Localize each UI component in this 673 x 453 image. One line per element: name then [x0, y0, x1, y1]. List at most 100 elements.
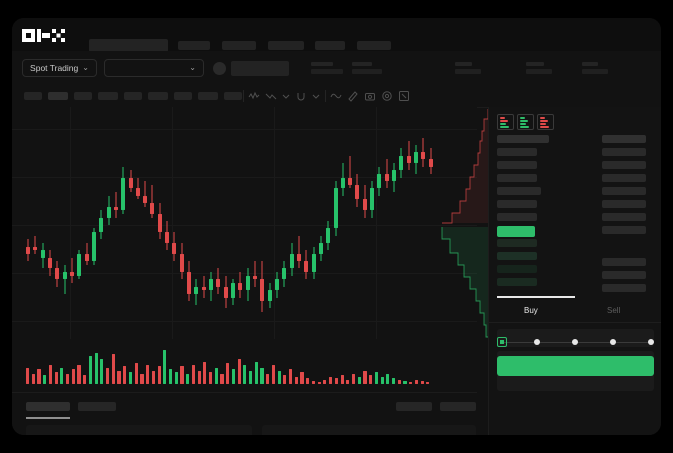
candle: [384, 107, 389, 339]
orderbook-mode-bids-icon[interactable]: [517, 114, 534, 130]
candle: [223, 107, 228, 339]
orderbook-row[interactable]: [602, 213, 646, 221]
orderbook-row[interactable]: [602, 187, 646, 195]
slider-step-5[interactable]: [648, 339, 654, 345]
bottom-panel-right[interactable]: [262, 425, 476, 435]
nav-item-5[interactable]: [357, 41, 391, 50]
search-input[interactable]: [89, 39, 168, 52]
volume-bar: [420, 381, 424, 384]
orderbook-row[interactable]: [497, 239, 537, 247]
toolbar-button-8[interactable]: [198, 92, 218, 100]
depth-area-svg: [441, 109, 488, 338]
volume-bar: [134, 363, 138, 384]
orderbook-mode-asks-icon[interactable]: [537, 114, 554, 130]
orderbook-row[interactable]: [602, 271, 646, 279]
candle: [55, 107, 60, 339]
candle: [289, 107, 294, 339]
volume-bar: [340, 375, 344, 384]
orderbook-row[interactable]: [497, 148, 537, 156]
market-stat-1: [311, 62, 343, 74]
toolbar-button-3[interactable]: [74, 92, 92, 100]
toolbar-button-5[interactable]: [124, 92, 142, 100]
chevron-down-icon[interactable]: [310, 90, 322, 102]
volume-bar: [403, 381, 407, 384]
eraser-icon[interactable]: [347, 90, 359, 102]
orderbook-row[interactable]: [497, 265, 537, 273]
slider-handle[interactable]: [497, 337, 507, 347]
volume-bar: [60, 367, 64, 384]
nav-item-3[interactable]: [268, 41, 304, 50]
nav-item-4[interactable]: [315, 41, 345, 50]
candle: [238, 107, 243, 339]
orderbook-row[interactable]: [497, 278, 537, 286]
orderbook-row[interactable]: [497, 161, 537, 169]
toolbar-button-7[interactable]: [174, 92, 192, 100]
stat-label: [311, 62, 333, 66]
slider-step-2[interactable]: [534, 339, 540, 345]
volume-bar: [151, 370, 155, 384]
volume-bar: [77, 364, 81, 384]
orderbook-row[interactable]: [602, 161, 646, 169]
orderbook-row[interactable]: [602, 284, 646, 292]
candle: [406, 107, 411, 339]
toolbar-divider: [325, 90, 326, 102]
bottom-tab-1[interactable]: [26, 402, 70, 411]
candle: [179, 107, 184, 339]
submit-order-button[interactable]: [497, 356, 654, 376]
chevron-down-icon[interactable]: [280, 90, 292, 102]
nav-item-1[interactable]: [178, 41, 210, 50]
zigzag-line-icon[interactable]: [248, 90, 260, 102]
candle: [150, 107, 155, 339]
candle: [304, 107, 309, 339]
orderbook-row[interactable]: [602, 174, 646, 182]
toolbar-button-4[interactable]: [98, 92, 118, 100]
trend-line-icon[interactable]: [265, 90, 277, 102]
toolbar-button-6[interactable]: [148, 92, 168, 100]
bottom-tab-4[interactable]: [440, 402, 476, 411]
tab-sell[interactable]: Sell: [607, 306, 621, 315]
volume-bar: [231, 369, 235, 384]
candle: [252, 107, 257, 339]
market-type-selector[interactable]: Spot Trading ⌄: [22, 59, 97, 77]
volume-bar: [254, 361, 258, 384]
candlestick-chart[interactable]: [12, 107, 477, 339]
orderbook-row[interactable]: [602, 200, 646, 208]
orderbook-row[interactable]: [497, 174, 537, 182]
orderbook-row[interactable]: [602, 258, 646, 266]
camera-icon[interactable]: [364, 90, 376, 102]
bottom-tab-2[interactable]: [78, 402, 116, 411]
candle: [421, 107, 426, 339]
orderbook-row[interactable]: [602, 226, 646, 234]
tab-buy[interactable]: Buy: [524, 306, 538, 315]
toolbar-button-9[interactable]: [224, 92, 242, 100]
orderbook-row[interactable]: [497, 213, 537, 221]
magnet-icon[interactable]: [295, 90, 307, 102]
orderbook-row[interactable]: [497, 187, 541, 195]
okx-logo-icon[interactable]: [22, 29, 65, 42]
wave-icon[interactable]: [330, 90, 342, 102]
orderbook-row[interactable]: [602, 148, 646, 156]
market-stat-2: [352, 62, 382, 74]
settings-icon[interactable]: [381, 90, 393, 102]
fullscreen-icon[interactable]: [398, 90, 410, 102]
toolbar-button-2[interactable]: [48, 92, 68, 100]
order-field-total[interactable]: [497, 373, 654, 391]
slider-step-3[interactable]: [572, 339, 578, 345]
trading-pair-selector[interactable]: ⌄: [104, 59, 204, 77]
orderbook-mode-both-icon[interactable]: [497, 114, 514, 130]
orderbook-row[interactable]: [497, 252, 537, 260]
bottom-tab-3[interactable]: [396, 402, 432, 411]
amount-slider[interactable]: [497, 337, 654, 349]
bottom-panel-left[interactable]: [26, 425, 252, 435]
volume-bar: [397, 379, 401, 384]
toolbar-button-1[interactable]: [24, 92, 42, 100]
volume-bar: [226, 363, 230, 384]
volume-bar: [111, 354, 115, 384]
orderbook-row-highlight[interactable]: [497, 226, 535, 237]
candle: [26, 107, 31, 339]
orderbook-row[interactable]: [497, 200, 537, 208]
slider-step-4[interactable]: [610, 339, 616, 345]
nav-item-2[interactable]: [222, 41, 256, 50]
candle: [296, 107, 301, 339]
volume-bar: [351, 373, 356, 384]
